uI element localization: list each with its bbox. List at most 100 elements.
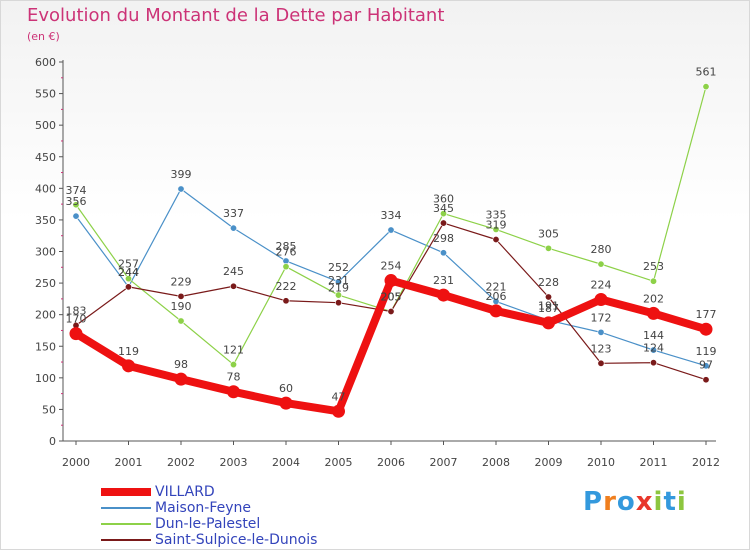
logo-letter: i [676, 487, 687, 517]
legend-swatch [101, 488, 151, 496]
data-label: 205 [381, 291, 402, 304]
data-label: 47 [332, 390, 346, 403]
proxiti-logo: Proxiti [583, 487, 687, 517]
data-label: 561 [696, 66, 717, 79]
y-tick-label: 350 [35, 214, 56, 227]
data-label: 298 [433, 232, 454, 245]
data-point [332, 404, 345, 418]
chart-subtitle: (en €) [27, 30, 60, 43]
data-point [334, 291, 342, 299]
data-label: 356 [66, 195, 87, 208]
data-point [489, 304, 503, 318]
data-point [492, 235, 500, 243]
data-point [227, 385, 240, 399]
x-tick-label: 2003 [220, 456, 248, 469]
data-point [177, 292, 185, 300]
legend-swatch [101, 507, 151, 509]
x-tick-label: 2012 [692, 456, 720, 469]
data-point [439, 219, 447, 227]
data-label: 121 [223, 344, 244, 357]
data-point [387, 308, 395, 316]
data-label: 319 [486, 218, 507, 231]
data-label: 254 [381, 260, 402, 273]
data-point [594, 293, 608, 307]
data-label: 231 [328, 274, 349, 287]
legend-item: Maison-Feyne [101, 500, 361, 516]
legend-item: Dun-le-Palestel [101, 516, 361, 532]
data-label: 305 [538, 227, 559, 240]
data-label: 97 [699, 359, 713, 372]
x-tick-label: 2004 [272, 456, 300, 469]
data-point [384, 274, 398, 288]
data-label: 244 [118, 266, 139, 279]
data-label: 231 [433, 274, 454, 287]
logo-letter: r [603, 487, 617, 517]
data-label: 123 [591, 342, 612, 355]
data-point [597, 260, 605, 268]
data-label: 245 [223, 265, 244, 278]
logo-letter: x [635, 487, 654, 517]
data-label: 119 [118, 345, 139, 358]
data-label: 202 [643, 292, 664, 305]
data-label: 177 [696, 308, 717, 321]
y-tick-label: 450 [35, 151, 56, 164]
data-label: 229 [171, 275, 192, 288]
data-point [72, 212, 80, 220]
data-label: 191 [538, 299, 559, 312]
data-point [542, 316, 555, 330]
data-label: 119 [696, 345, 717, 358]
data-point [702, 376, 710, 384]
chart-title: Evolution du Montant de la Dette par Hab… [27, 5, 445, 26]
data-label: 221 [486, 280, 507, 293]
data-label: 124 [643, 342, 664, 355]
data-label: 170 [66, 313, 87, 326]
data-label: 345 [433, 202, 454, 215]
legend-swatch [101, 539, 151, 541]
x-tick-label: 2010 [587, 456, 615, 469]
data-point [649, 359, 657, 367]
data-point [230, 224, 238, 232]
legend-label: VILLARD [155, 484, 215, 500]
data-label: 374 [66, 184, 87, 197]
y-tick-label: 0 [49, 435, 56, 448]
legend-label: Maison-Feyne [155, 500, 252, 516]
data-point [597, 328, 605, 336]
data-point [177, 317, 185, 325]
data-point [282, 263, 290, 271]
data-point [122, 359, 135, 373]
data-label: 187 [538, 302, 559, 315]
data-point [279, 396, 293, 410]
data-point [387, 226, 395, 234]
data-point [597, 359, 605, 367]
logo-letter: t [663, 487, 677, 517]
data-point [334, 299, 342, 307]
data-point [334, 278, 342, 286]
data-label: 280 [591, 243, 612, 256]
x-tick-label: 2005 [325, 456, 353, 469]
data-point [544, 244, 552, 252]
series-line-dun-le-palestel [75, 86, 707, 366]
logo-letter: P [583, 487, 604, 517]
data-point [699, 322, 713, 336]
x-tick-label: 2000 [62, 456, 90, 469]
y-tick-label: 100 [35, 372, 56, 385]
legend-item: VILLARD [101, 484, 361, 500]
data-label: 253 [643, 260, 664, 273]
x-tick-label: 2006 [377, 456, 405, 469]
y-tick-label: 150 [35, 340, 56, 353]
data-label: 335 [486, 208, 507, 221]
y-tick-label: 300 [35, 246, 56, 259]
legend-swatch [101, 523, 151, 525]
data-label: 205 [381, 291, 402, 304]
data-label: 222 [276, 280, 297, 293]
y-tick-label: 550 [35, 88, 56, 101]
y-tick-label: 200 [35, 309, 56, 322]
data-label: 244 [118, 266, 139, 279]
data-point [439, 210, 447, 218]
data-label: 337 [223, 207, 244, 220]
data-label: 257 [118, 258, 139, 271]
legend-label: Dun-le-Palestel [155, 516, 261, 532]
data-label: 206 [486, 290, 507, 303]
data-label: 360 [433, 193, 454, 206]
data-point [125, 283, 133, 291]
